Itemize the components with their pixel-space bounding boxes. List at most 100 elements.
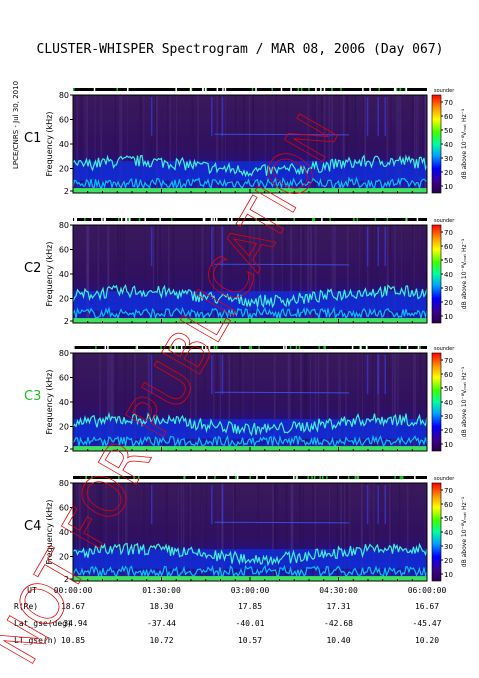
emission-burst (211, 227, 213, 267)
mode-strip-mark (251, 88, 254, 91)
streak (411, 353, 413, 451)
streak (209, 225, 212, 323)
streak (400, 225, 402, 323)
streak (108, 225, 110, 323)
x-tick-value: -34.94 (59, 619, 88, 628)
mode-strip-mark (201, 346, 204, 349)
x-tick-value: 10.72 (149, 636, 173, 645)
mode-strip-mark (208, 346, 210, 349)
streak (345, 353, 347, 451)
streak (398, 95, 399, 193)
mode-strip-mark (133, 476, 135, 479)
y-axis-label: Frequency (kHz) (45, 242, 54, 307)
mode-strip-mark (280, 88, 283, 91)
mode-strip-mark (329, 218, 331, 221)
y-tick-label: 40 (59, 528, 69, 537)
streak (109, 353, 111, 451)
colorbar-tick-label: 70 (444, 99, 453, 107)
streak (335, 225, 337, 323)
streak (423, 483, 426, 581)
emission-burst (377, 227, 379, 267)
x-row-label: UT (27, 586, 37, 595)
emission-burst (384, 485, 387, 525)
mode-strip-mark (85, 476, 88, 479)
colorbar-tick-label: 20 (444, 557, 453, 565)
colorbar-tick-label: 40 (444, 271, 453, 279)
y-tick-label: 60 (59, 504, 69, 513)
mode-strip-mark (101, 218, 103, 221)
mode-strip-mark (120, 218, 123, 221)
mode-strip-mark (213, 218, 216, 221)
streak (73, 353, 76, 451)
y-tick-label: 2 (64, 317, 69, 326)
streak (229, 225, 231, 323)
emission-burst (221, 97, 224, 137)
streak (336, 483, 339, 581)
mode-strip-mark (169, 346, 172, 349)
mode-strip-mark (419, 346, 421, 349)
colorbar-tick-label: 60 (444, 113, 453, 121)
streak (233, 483, 236, 581)
streak (288, 353, 291, 451)
mode-strip-mark (224, 88, 227, 91)
mode-label: sounder (434, 476, 455, 482)
streak (175, 95, 177, 193)
mode-strip-mark (285, 346, 287, 349)
mode-strip-mark (234, 476, 237, 479)
emission-burst (366, 485, 369, 525)
mode-strip-mark (365, 346, 368, 349)
harmonic-line (214, 391, 350, 394)
mode-strip-mark (357, 476, 359, 479)
streak (182, 483, 185, 581)
streak (276, 483, 278, 581)
mode-strip-mark (399, 346, 401, 349)
streak (290, 225, 293, 323)
mode-strip-mark (295, 346, 298, 349)
streak (300, 225, 302, 323)
band-fill (73, 549, 427, 569)
mode-strip-mark (116, 88, 118, 91)
streak (155, 95, 158, 193)
y-tick-label: 60 (59, 116, 69, 125)
streak (412, 225, 414, 323)
colorbar-tick-label: 40 (444, 399, 453, 407)
streak (168, 225, 170, 323)
mode-strip-mark (95, 346, 97, 349)
x-tick-value: 17.85 (238, 602, 262, 611)
low-freq-noise (72, 434, 428, 448)
mode-strip-mark (362, 88, 364, 91)
y-tick-label: 60 (59, 374, 69, 383)
mode-strip-mark (394, 476, 396, 479)
mode-strip-mark (394, 88, 397, 91)
streak (75, 95, 77, 193)
streak (359, 225, 361, 323)
streak (111, 353, 113, 451)
streak (243, 95, 246, 193)
streak (361, 353, 363, 451)
plasma-line (72, 284, 428, 309)
mode-strip-mark (265, 476, 267, 479)
mode-strip-mark (73, 346, 75, 349)
streak (315, 353, 317, 451)
mode-strip-mark (356, 218, 359, 221)
streak (228, 353, 231, 451)
plasma-line (72, 154, 428, 178)
mode-strip-mark (406, 346, 409, 349)
streak (314, 483, 316, 581)
streak (205, 483, 207, 581)
streak (221, 483, 224, 581)
streak (101, 95, 103, 193)
mode-strip-mark (307, 476, 309, 479)
streak (200, 483, 202, 581)
mode-strip-mark (399, 476, 402, 479)
mode-strip-mark (289, 346, 292, 349)
streak (271, 225, 272, 323)
mode-label: sounder (434, 218, 455, 224)
streak (189, 353, 192, 451)
streak (386, 225, 389, 323)
streak (417, 95, 419, 193)
streak (154, 225, 157, 323)
streak (80, 95, 83, 193)
mode-strip-mark (93, 88, 96, 91)
